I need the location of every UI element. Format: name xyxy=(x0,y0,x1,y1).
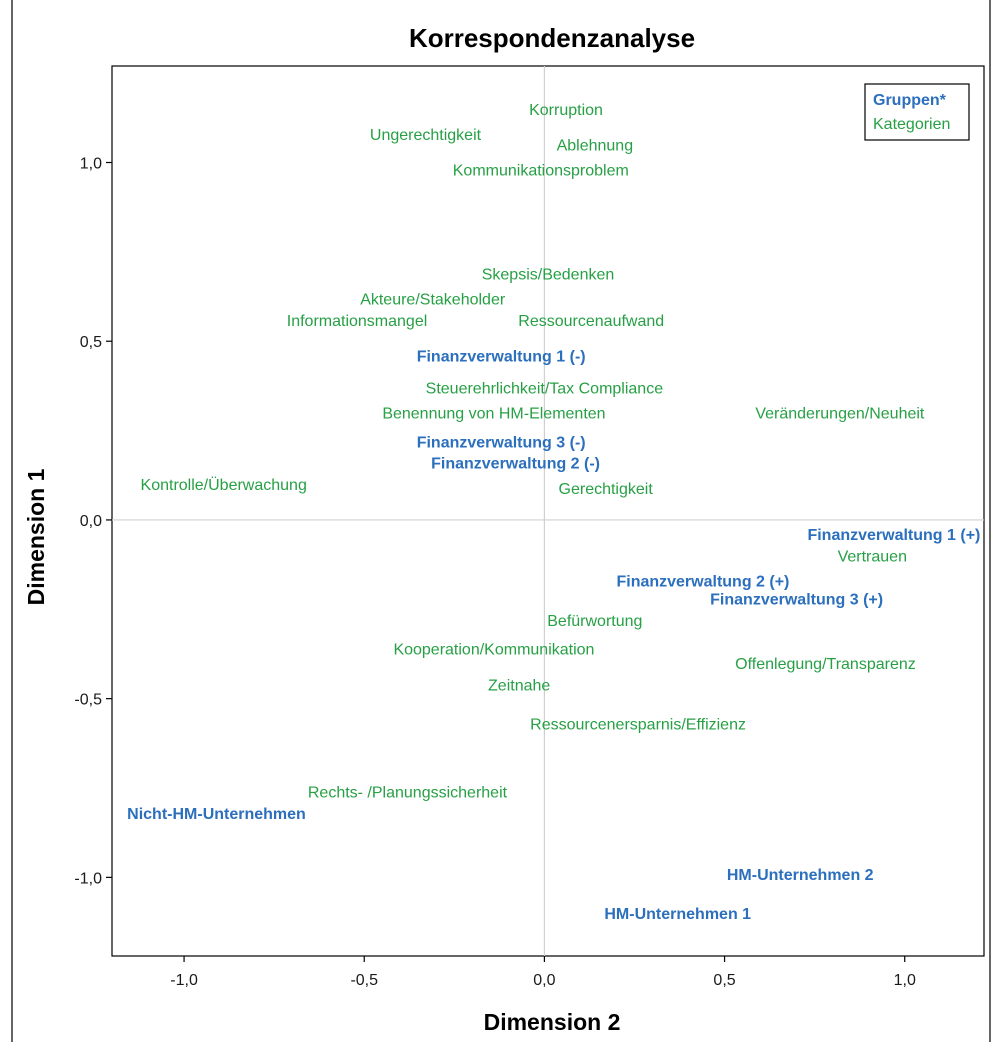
kategorien-point-label: Veränderungen/Neuheit xyxy=(755,406,925,423)
y-tick-label: 0,5 xyxy=(80,334,102,351)
legend: Gruppen* Kategorien xyxy=(864,83,970,141)
gruppen-point-label: Nicht-HM-Unternehmen xyxy=(127,806,306,823)
series-kategorien: Korruption Ungerechtigkeit Ablehnung Kommun… xyxy=(141,102,925,802)
kategorien-point-label: Benennung von HM-Elementen xyxy=(382,406,605,423)
gruppen-point-label: Finanzverwaltung 1 (+) xyxy=(807,527,980,544)
kategorien-point-label: Vertrauen xyxy=(838,549,907,566)
kategorien-point-label: Kommunikationsproblem xyxy=(453,163,629,180)
y-tick-label: 1,0 xyxy=(80,156,102,173)
kategorien-point-label: Ablehnung xyxy=(557,138,634,155)
chart-title: Korrespondenzanalyse xyxy=(409,23,695,53)
kategorien-point-label: Ressourcenersparnis/Effizienz xyxy=(530,717,746,734)
gruppen-point-label: Finanzverwaltung 3 (+) xyxy=(710,592,883,609)
kategorien-point-label: Skepsis/Bedenken xyxy=(482,266,615,283)
gruppen-point-label: HM-Unternehmen 2 xyxy=(727,867,874,884)
gruppen-point-label: Finanzverwaltung 3 (-) xyxy=(417,434,586,451)
y-tick-label: -0,5 xyxy=(74,692,102,709)
kategorien-point-label: Befürwortung xyxy=(547,613,642,630)
x-tick-label: -0,5 xyxy=(350,972,378,989)
kategorien-point-label: Korruption xyxy=(529,102,603,119)
gruppen-point-label: Finanzverwaltung 2 (-) xyxy=(431,456,600,473)
kategorien-point-label: Kooperation/Kommunikation xyxy=(393,642,594,659)
y-axis-title: Dimension 1 xyxy=(23,468,49,605)
x-tick-label: 0,0 xyxy=(533,972,555,989)
plot-area xyxy=(111,65,985,957)
x-tick-label: 0,5 xyxy=(713,972,735,989)
kategorien-point-label: Akteure/Stakeholder xyxy=(360,291,506,308)
kategorien-point-label: Ressourcenaufwand xyxy=(518,313,664,330)
kategorien-point-label: Informationsmangel xyxy=(287,313,428,330)
kategorien-point-label: Steuerehrlichkeit/Tax Compliance xyxy=(426,381,664,398)
x-axis-ticks: -1,0 -0,5 0,0 0,5 1,0 xyxy=(170,956,916,989)
legend-box xyxy=(864,83,970,141)
kategorien-point-label: Kontrolle/Überwachung xyxy=(141,476,307,494)
x-tick-label: 1,0 xyxy=(894,972,916,989)
y-axis-ticks: -1,0 -0,5 0,0 0,5 1,0 xyxy=(74,156,112,887)
y-tick-label: -1,0 xyxy=(74,870,102,887)
gruppen-point-label: HM-Unternehmen 1 xyxy=(604,906,751,923)
gruppen-point-label: Finanzverwaltung 1 (-) xyxy=(417,349,586,366)
kategorien-point-label: Zeitnahe xyxy=(488,677,550,694)
legend-entry-kategorien: Kategorien xyxy=(873,116,950,133)
x-tick-label: -1,0 xyxy=(170,972,198,989)
y-tick-label: 0,0 xyxy=(80,513,102,530)
kategorien-point-label: Ungerechtigkeit xyxy=(370,127,482,144)
kategorien-point-label: Gerechtigkeit xyxy=(559,481,654,498)
kategorien-point-label: Offenlegung/Transparenz xyxy=(735,656,916,673)
x-axis-title: Dimension 2 xyxy=(484,1009,621,1035)
kategorien-point-label: Rechts- /Planungssicherheit xyxy=(308,785,508,802)
series-gruppen: Finanzverwaltung 1 (-) Finanzverwaltung 3… xyxy=(127,349,980,924)
gruppen-point-label: Finanzverwaltung 2 (+) xyxy=(616,574,789,591)
legend-entry-gruppen: Gruppen* xyxy=(873,92,947,109)
